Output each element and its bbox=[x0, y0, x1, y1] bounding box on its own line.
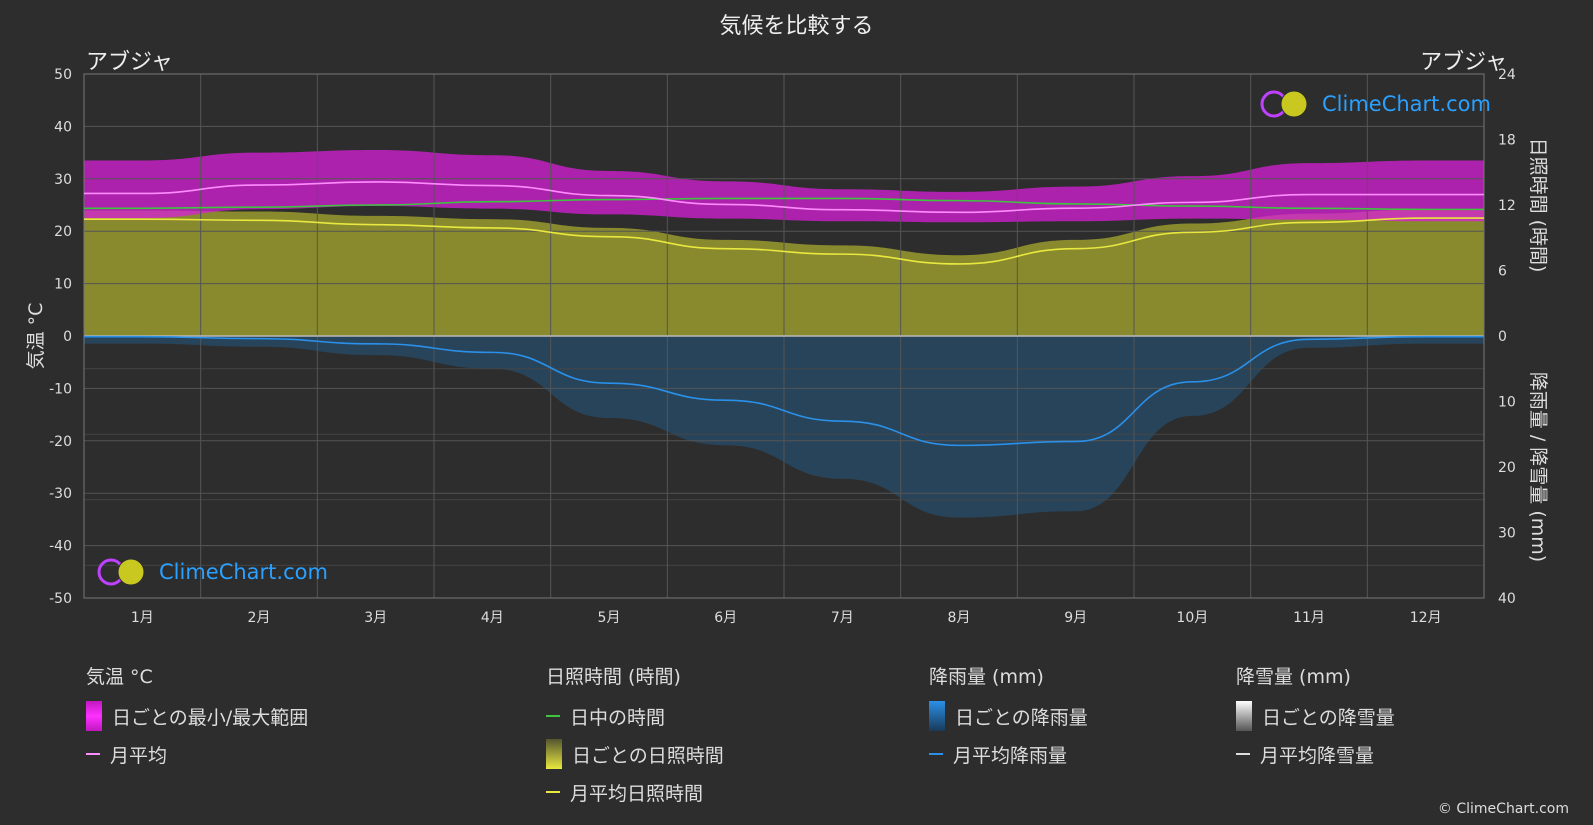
y-right-bottom-tick-label: 30 bbox=[1498, 526, 1516, 542]
legend-label: 月平均 bbox=[110, 744, 168, 767]
x-tick-label: 5月 bbox=[598, 610, 621, 626]
x-tick-label: 7月 bbox=[831, 610, 854, 626]
y-left-tick-label: 30 bbox=[54, 172, 72, 188]
sunshine-swatch bbox=[546, 739, 562, 769]
rain-avg-line bbox=[83, 335, 1484, 447]
y-left-tick-label: -40 bbox=[49, 539, 72, 555]
x-tick-label: 9月 bbox=[1064, 610, 1087, 626]
x-tick-label: 3月 bbox=[364, 610, 387, 626]
x-tick-label: 1月 bbox=[131, 610, 154, 626]
temp-avg-line bbox=[84, 181, 1484, 214]
x-tick-label: 8月 bbox=[948, 610, 971, 626]
daylight-line bbox=[84, 197, 1484, 211]
legend-item-rain-avg: 月平均降雨量 bbox=[929, 741, 1088, 767]
x-tick-label: 11月 bbox=[1293, 610, 1325, 626]
y-right-top-tick-label: 24 bbox=[1498, 67, 1516, 83]
y-left-tick-label: -30 bbox=[49, 486, 72, 502]
y-right-bottom-tick-label: 10 bbox=[1498, 395, 1516, 411]
legend-title-sunshine: 日照時間 (時間) bbox=[546, 666, 681, 688]
legend-rain: 降雨量 (mm) 日ごとの降雨量 月平均降雨量 bbox=[929, 662, 1088, 779]
rain-swatch bbox=[929, 701, 945, 731]
legend-title-rain: 降雨量 (mm) bbox=[929, 666, 1044, 688]
y-right-top-tick-label: 0 bbox=[1498, 329, 1507, 345]
y-right-top-tick-label: 18 bbox=[1498, 133, 1516, 149]
legend-item-daylight: 日中の時間 bbox=[546, 703, 724, 729]
y-right-bottom-tick-label: 40 bbox=[1498, 591, 1516, 607]
brand-logo-top[interactable]: ClimeChart.com bbox=[1258, 88, 1491, 120]
y-left-tick-label: -20 bbox=[49, 434, 72, 450]
y-right-bottom-axis-title: 降雨量 / 降雪量 (mm) bbox=[1527, 372, 1549, 562]
legend-label: 日ごとの降雨量 bbox=[955, 706, 1088, 729]
legend-label: 日ごとの降雪量 bbox=[1262, 706, 1395, 729]
legend-title-snow: 降雪量 (mm) bbox=[1236, 666, 1351, 688]
legend-sunshine: 日照時間 (時間) 日中の時間 日ごとの日照時間 月平均日照時間 bbox=[546, 662, 724, 817]
y-right-top-axis-title: 日照時間 (時間) bbox=[1527, 138, 1549, 273]
snow-avg-swatch bbox=[1236, 753, 1250, 755]
legend-item-snow-avg: 月平均降雪量 bbox=[1236, 741, 1395, 767]
y-left-tick-label: 10 bbox=[54, 277, 72, 293]
legend-label: 日ごとの日照時間 bbox=[572, 744, 724, 767]
y-left-tick-label: -10 bbox=[49, 381, 72, 397]
x-tick-label: 6月 bbox=[714, 610, 737, 626]
legend-temperature: 気温 °C 日ごとの最小/最大範囲 月平均 bbox=[86, 662, 308, 779]
daylight-swatch bbox=[546, 715, 560, 717]
legend-label: 月平均降雪量 bbox=[1260, 744, 1375, 767]
y-left-tick-label: 50 bbox=[54, 67, 72, 83]
y-left-tick-label: -50 bbox=[49, 591, 72, 607]
x-tick-label: 12月 bbox=[1410, 610, 1442, 626]
sunshine-avg-swatch bbox=[546, 791, 560, 793]
legend-item-daily-rain: 日ごとの降雨量 bbox=[929, 701, 1088, 731]
climechart-logo-icon bbox=[97, 558, 145, 586]
copyright: © ClimeChart.com bbox=[1437, 801, 1569, 817]
brand-logo-bottom[interactable]: ClimeChart.com bbox=[95, 556, 328, 588]
legend-item-daily-sunshine: 日ごとの日照時間 bbox=[546, 739, 724, 769]
legend-label: 月平均日照時間 bbox=[570, 782, 704, 805]
temp-range-swatch bbox=[86, 701, 102, 731]
y-left-axis-title: 気温 °C bbox=[25, 303, 47, 370]
y-left-tick-label: 0 bbox=[63, 329, 72, 345]
snow-swatch bbox=[1236, 701, 1252, 731]
brand-text: ClimeChart.com bbox=[159, 560, 328, 584]
temp-avg-swatch bbox=[86, 753, 100, 755]
y-right-bottom-tick-label: 20 bbox=[1498, 460, 1516, 476]
location-left: アブジャ bbox=[86, 50, 173, 75]
brand-text: ClimeChart.com bbox=[1322, 92, 1491, 116]
sunshine-avg-line bbox=[84, 217, 1484, 265]
y-right-top-tick-label: 12 bbox=[1498, 198, 1516, 214]
y-right-top-tick-label: 6 bbox=[1498, 264, 1507, 280]
legend-item-sunshine-avg: 月平均日照時間 bbox=[546, 779, 724, 805]
legend-item-temp-avg: 月平均 bbox=[86, 741, 308, 767]
y-left-tick-label: 20 bbox=[54, 224, 72, 240]
x-tick-label: 4月 bbox=[481, 610, 504, 626]
location-right: アブジャ bbox=[1420, 50, 1507, 75]
rain-avg-swatch bbox=[929, 753, 943, 755]
x-tick-label: 2月 bbox=[248, 610, 271, 626]
chart-title: 気候を比較する bbox=[719, 14, 874, 39]
climate-chart: 50 40 30 20 10 0 -10 -20 -30 -40 -50 24 18 12 6 0 10 20 30… bbox=[25, 67, 1549, 626]
legend-label: 月平均降雨量 bbox=[953, 744, 1068, 767]
legend-item-temp-range: 日ごとの最小/最大範囲 bbox=[86, 701, 309, 731]
legend-snow: 降雪量 (mm) 日ごとの降雪量 月平均降雪量 bbox=[1236, 662, 1395, 779]
legend-label: 日中の時間 bbox=[570, 706, 666, 729]
legend-title-temperature: 気温 °C bbox=[86, 666, 153, 688]
climechart-logo-icon bbox=[1260, 90, 1308, 118]
legend-label: 日ごとの最小/最大範囲 bbox=[112, 706, 309, 729]
y-left-tick-label: 40 bbox=[54, 119, 72, 135]
legend-item-daily-snow: 日ごとの降雪量 bbox=[1236, 701, 1395, 731]
x-tick-label: 10月 bbox=[1176, 610, 1208, 626]
